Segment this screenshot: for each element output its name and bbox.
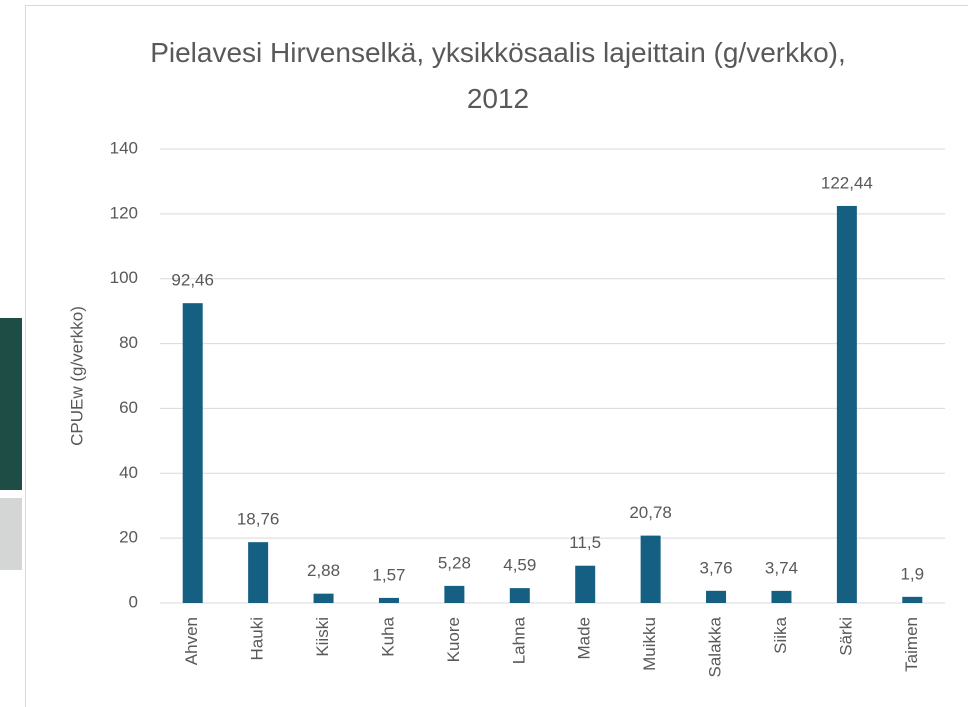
bar — [182, 303, 203, 603]
x-tick-label: Särki — [836, 617, 855, 656]
x-tick-label: Muikku — [640, 617, 659, 671]
y-tick-label: 0 — [129, 592, 138, 611]
x-tick-label: Siika — [771, 616, 790, 653]
bar — [706, 590, 727, 603]
x-tick-label: Kuha — [378, 616, 397, 656]
chart-border — [25, 5, 968, 707]
y-tick-label: 140 — [110, 138, 138, 157]
y-tick-label: 40 — [119, 463, 138, 482]
value-label: 18,76 — [237, 510, 280, 529]
x-tick-label: Ahven — [182, 617, 201, 665]
value-label: 92,46 — [171, 271, 214, 290]
value-label: 2,88 — [307, 561, 340, 580]
x-tick-label: Kiiski — [313, 617, 332, 657]
bar — [378, 597, 399, 603]
chart-title: Pielavesi Hirvenselkä, yksikkösaalis laj… — [150, 37, 846, 114]
bar — [575, 565, 596, 603]
bar — [640, 535, 661, 603]
x-tick-label: Salakka — [706, 616, 725, 677]
side-block — [0, 498, 22, 570]
value-label: 1,57 — [372, 565, 405, 584]
value-label: 20,78 — [629, 503, 672, 522]
y-tick-label: 60 — [119, 398, 138, 417]
y-tick-label: 120 — [110, 203, 138, 222]
y-tick-label: 100 — [110, 268, 138, 287]
y-tick-label: 20 — [119, 528, 138, 547]
value-label: 1,9 — [900, 564, 924, 583]
bar — [902, 596, 923, 603]
value-label: 11,5 — [569, 533, 601, 552]
x-tick-label: Hauki — [248, 617, 267, 660]
bar — [509, 588, 530, 603]
bar — [313, 593, 334, 603]
value-label: 5,28 — [438, 553, 471, 572]
x-tick-label: Kuore — [444, 617, 463, 662]
x-tick-label: Taimen — [902, 617, 921, 672]
y-axis-label: CPUEw (g/verkko) — [67, 306, 86, 446]
x-tick-label: Made — [575, 617, 594, 660]
bar — [248, 542, 269, 603]
side-block — [0, 318, 22, 490]
bar — [771, 590, 792, 603]
value-label: 4,59 — [503, 556, 536, 575]
bar — [444, 585, 465, 603]
value-label: 3,74 — [765, 558, 798, 577]
y-tick-label: 80 — [119, 333, 138, 352]
value-label: 122,44 — [821, 173, 873, 192]
bar — [836, 205, 857, 603]
value-label: 3,76 — [699, 558, 732, 577]
x-tick-label: Lahna — [509, 616, 528, 664]
